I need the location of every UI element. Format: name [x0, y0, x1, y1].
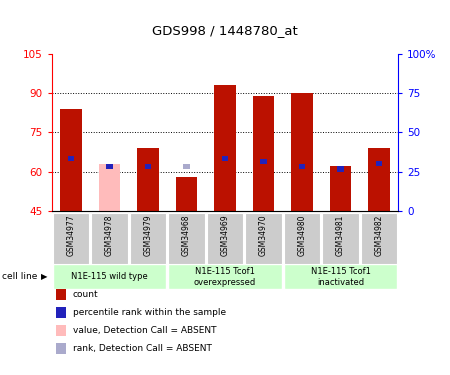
- Bar: [106, 164, 112, 169]
- Bar: [60, 109, 81, 211]
- Bar: [53, 213, 90, 264]
- Bar: [68, 156, 74, 161]
- Bar: [168, 213, 205, 264]
- Bar: [183, 164, 190, 169]
- Text: N1E-115 Tcof1
inactivated: N1E-115 Tcof1 inactivated: [310, 267, 370, 286]
- Bar: [338, 166, 344, 172]
- Text: GSM34978: GSM34978: [105, 214, 114, 256]
- Bar: [330, 166, 351, 211]
- Bar: [299, 164, 305, 169]
- Bar: [91, 213, 128, 264]
- Text: GSM34979: GSM34979: [144, 214, 153, 256]
- Text: GSM34969: GSM34969: [220, 214, 230, 256]
- Bar: [284, 264, 397, 289]
- Text: GSM34970: GSM34970: [259, 214, 268, 256]
- Text: GDS998 / 1448780_at: GDS998 / 1448780_at: [152, 24, 298, 37]
- Text: GSM34968: GSM34968: [182, 214, 191, 256]
- Bar: [176, 177, 197, 211]
- Bar: [292, 93, 313, 211]
- Bar: [253, 96, 274, 211]
- Bar: [222, 156, 228, 161]
- Bar: [168, 264, 282, 289]
- Bar: [322, 213, 359, 264]
- Bar: [130, 213, 166, 264]
- Text: ▶: ▶: [41, 272, 47, 281]
- Text: percentile rank within the sample: percentile rank within the sample: [73, 308, 226, 317]
- Bar: [99, 164, 120, 211]
- Bar: [53, 264, 166, 289]
- Bar: [376, 161, 382, 166]
- Bar: [245, 213, 282, 264]
- Bar: [369, 148, 390, 211]
- Text: GSM34981: GSM34981: [336, 214, 345, 256]
- Text: GSM34982: GSM34982: [374, 214, 383, 256]
- Bar: [284, 213, 320, 264]
- Bar: [214, 85, 236, 211]
- Text: N1E-115 Tcof1
overexpressed: N1E-115 Tcof1 overexpressed: [194, 267, 256, 286]
- Text: N1E-115 wild type: N1E-115 wild type: [71, 272, 148, 281]
- Text: count: count: [73, 290, 99, 299]
- Text: cell line: cell line: [2, 272, 38, 281]
- Text: value, Detection Call = ABSENT: value, Detection Call = ABSENT: [73, 326, 216, 335]
- Bar: [137, 148, 158, 211]
- Bar: [145, 164, 151, 169]
- Text: GSM34980: GSM34980: [297, 214, 306, 256]
- Bar: [207, 213, 243, 264]
- Text: rank, Detection Call = ABSENT: rank, Detection Call = ABSENT: [73, 344, 212, 353]
- Bar: [360, 213, 397, 264]
- Bar: [260, 159, 267, 164]
- Text: GSM34977: GSM34977: [67, 214, 76, 256]
